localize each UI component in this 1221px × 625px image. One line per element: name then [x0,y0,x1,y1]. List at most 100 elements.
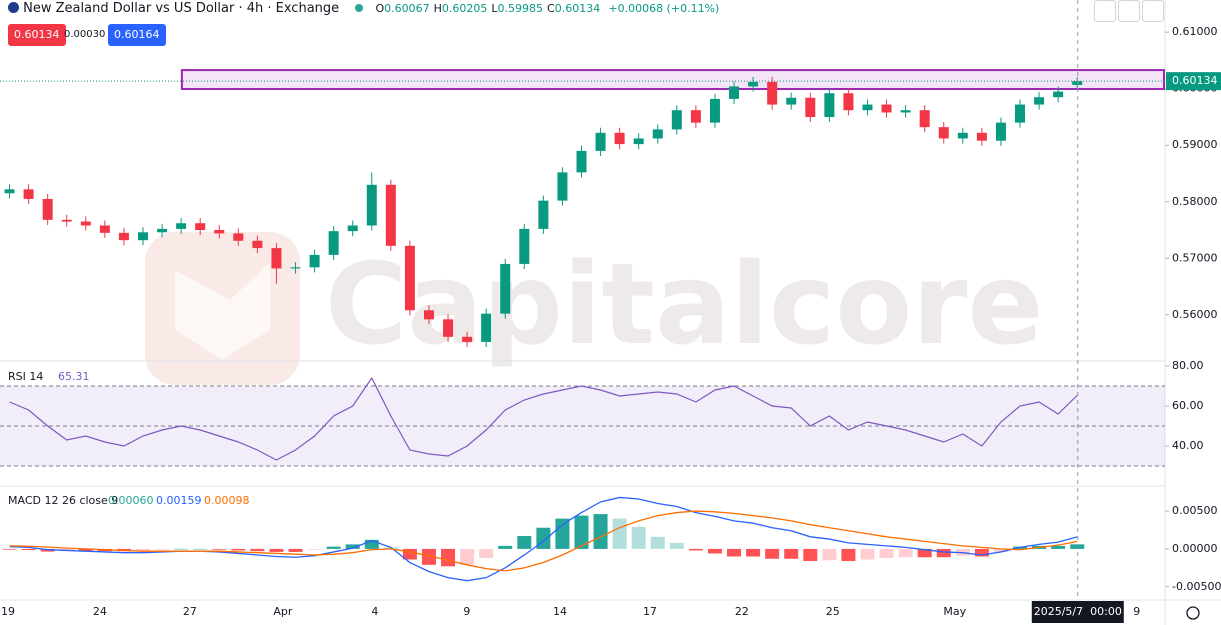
histogram-bar [765,548,780,559]
histogram-bar [612,518,627,549]
candle-body [519,228,530,264]
candle-body [1034,97,1045,105]
collapse-button[interactable] [1118,0,1140,22]
histogram-bar [822,548,837,561]
x-tick-label: Apr [273,605,293,618]
candle-body [271,248,282,269]
y-tick-label: 0.00500 [1172,504,1218,517]
histogram-bar [860,548,875,560]
candle-body [786,97,797,105]
flag-icon [8,2,19,13]
rsi-line [9,376,1078,461]
ohlc-value: 0.60134 [554,2,601,15]
price-tag [1166,72,1221,91]
candle-body [900,110,911,113]
candle-body [538,200,549,229]
candle-body [176,223,187,229]
buy-button[interactable]: 0.60164 [108,24,166,46]
scroll-down-button[interactable] [1094,0,1116,22]
candle-body [862,104,873,111]
histogram-bar [898,548,913,558]
x-tick-label: 17 [643,605,657,618]
histogram-bar [155,548,170,550]
y-tick-label: 0.57000 [1172,251,1218,264]
histogram-bar [517,536,532,549]
candle-body [1015,104,1026,123]
histogram-bar [212,548,227,550]
crosshair-label-bg [1031,601,1124,623]
histogram-bar [250,548,265,552]
candle-body [80,221,91,226]
indicator-value: 0.00060 [108,494,154,507]
candle-body [919,110,930,128]
candle-body [976,132,987,141]
ohlc-label: C [547,2,555,15]
histogram-bar [1070,544,1085,549]
histogram-bar [288,548,303,552]
maximize-button[interactable] [1142,0,1164,22]
change: +0.00068 (+0.11%) [608,2,720,15]
crosshair-label: 2025/5/7 00:00 [1034,605,1122,618]
candle-body [233,233,244,241]
signal-line [9,510,1078,572]
candle-body [214,230,225,234]
histogram-bar [78,548,93,552]
histogram-bar [974,548,989,557]
candle-body [157,228,168,233]
histogram-bar [784,548,799,559]
histogram-bar [441,548,456,567]
histogram-bar [879,548,894,558]
market-status [355,4,364,12]
candle-body [576,150,587,173]
candle-body [462,336,473,342]
candle-body [4,189,15,194]
x-tick-label: 9 [463,605,470,618]
histogram-bar [574,515,589,549]
x-tick-label: 25 [826,605,840,618]
candle-body [118,232,129,241]
candle-body [652,129,663,139]
histogram-bar [326,546,341,549]
indicator-title: RSI 14 [8,370,43,383]
histogram-bar [631,526,646,549]
candle-body [557,172,568,201]
ohlc-label: L [491,2,498,15]
candle-body [690,110,701,123]
ohlc: O0.60067 H0.60205 L0.59985 C0.60134 [375,2,604,15]
ohlc-value: 0.59985 [497,2,544,15]
ohlc-value: 0.60205 [441,2,488,15]
ohlc-label: H [433,2,442,15]
x-tick-label: 24 [93,605,107,618]
histogram-bar [841,548,856,562]
histogram-bar [536,527,551,549]
candle-body [423,310,434,320]
histogram-bar [688,548,703,551]
histogram-bar [231,548,246,551]
candle-body [1072,81,1083,85]
candle-body [443,319,454,337]
x-tick-label: May [943,605,966,618]
y-tick-label: -0.00500 [1172,580,1221,593]
sell-button[interactable]: 0.60134 [8,24,66,46]
settings-button[interactable] [1186,606,1200,620]
x-tick-label: 19 [1,605,15,618]
histogram-bar [345,544,360,549]
candle-body [843,93,854,111]
candle-body [137,232,148,241]
candle-body [709,98,720,123]
symbol: New Zealand Dollar vs US Dollar · 4h · E… [23,1,340,16]
watermark: Capitalcore [325,240,1043,370]
candle-body [366,184,377,226]
ohlc-value: 0.60067 [384,2,430,15]
indicator-value: 0.00159 [156,494,202,507]
histogram-bar [917,548,932,558]
histogram-bar [135,548,150,551]
zone [180,69,1166,91]
candle-body [1053,91,1064,98]
histogram-bar [2,548,17,550]
candle-body [824,93,835,117]
candle-body [481,313,492,342]
y-tick-label: 0.56000 [1172,308,1218,321]
y-tick-label: 0.58000 [1172,195,1218,208]
